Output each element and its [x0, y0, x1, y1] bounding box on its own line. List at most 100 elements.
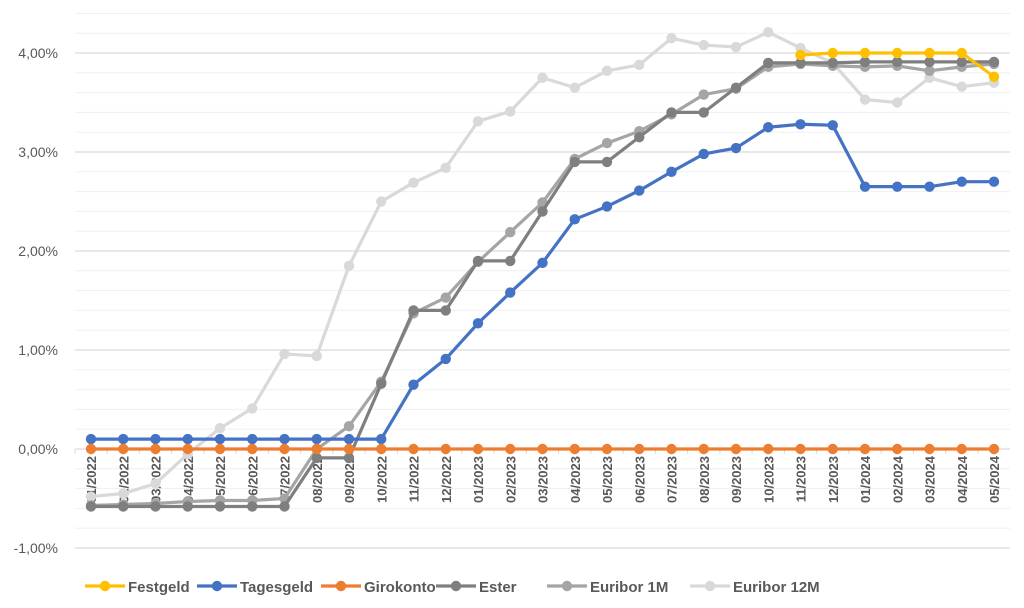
- girokonto-point: [763, 443, 774, 455]
- x-tick-label: 05/2024: [987, 455, 1002, 503]
- legend-item-girokonto: Girokonto: [321, 579, 436, 596]
- legend-swatch-marker: [335, 580, 347, 592]
- girokonto-point: [408, 443, 419, 455]
- y-tick-label: 0,00%: [18, 441, 58, 457]
- euribor-12m-point: [343, 260, 355, 272]
- festgeld-point: [988, 71, 1000, 82]
- legend-label: Ester: [479, 579, 517, 596]
- girokonto-point: [634, 443, 645, 455]
- series-ester: [85, 56, 1000, 512]
- euribor-1m-point: [924, 65, 935, 77]
- x-tick-label: 01/2023: [471, 456, 486, 503]
- ester-point: [924, 56, 935, 68]
- x-axis: 01/202202/202203/202204/202205/202206/20…: [74, 448, 1010, 503]
- x-tick-label: 02/2024: [890, 455, 905, 503]
- legend-swatch-marker: [211, 580, 223, 592]
- legend-label: Tagesgeld: [240, 579, 313, 596]
- tagesgeld-point: [537, 257, 548, 269]
- tagesgeld-point: [763, 122, 774, 133]
- series-tagesgeld: [85, 119, 1000, 445]
- euribor-12m-point: [376, 196, 387, 207]
- legend-swatch-marker: [99, 580, 111, 592]
- tagesgeld-point: [924, 181, 935, 192]
- festgeld-point: [892, 47, 903, 59]
- ester-point: [795, 57, 806, 69]
- ester-point: [311, 452, 322, 464]
- euribor-12m-point: [408, 177, 419, 188]
- ester-point: [343, 452, 355, 464]
- ester-point: [730, 82, 742, 93]
- euribor-12m-point: [666, 32, 677, 44]
- tagesgeld-point: [956, 176, 967, 187]
- tagesgeld-point: [247, 433, 258, 445]
- euribor-12m-point: [472, 116, 484, 127]
- tagesgeld-point: [698, 148, 709, 160]
- x-tick-label: 03/2023: [536, 456, 551, 503]
- euribor-12m-point: [601, 65, 613, 77]
- ester-point: [892, 56, 903, 68]
- girokonto-point: [569, 443, 580, 455]
- y-tick-label: 2,00%: [18, 243, 58, 259]
- legend-label: Euribor 1M: [590, 579, 668, 596]
- euribor-12m-point: [214, 423, 226, 434]
- ester-point: [859, 56, 871, 68]
- x-tick-label: 01/2024: [858, 455, 873, 503]
- girokonto-point: [537, 443, 548, 455]
- girokonto-point: [795, 443, 806, 455]
- tagesgeld-point: [376, 433, 387, 445]
- tagesgeld-point: [859, 181, 871, 192]
- girokonto-point: [924, 443, 935, 455]
- ester-point: [408, 305, 419, 316]
- x-tick-label: 11/2023: [794, 456, 809, 502]
- legend-label: Girokonto: [364, 579, 436, 596]
- euribor-12m-point: [279, 348, 290, 360]
- tagesgeld-point: [472, 318, 484, 329]
- y-axis: -1,00% 0,00% 1,00% 2,00% 3,00% 4,00%: [14, 45, 58, 556]
- euribor-12m-point: [730, 41, 742, 53]
- series-lines: [85, 27, 1000, 512]
- euribor-12m-point: [118, 488, 129, 499]
- ester-point: [247, 501, 258, 512]
- girokonto-point: [279, 443, 290, 455]
- x-tick-label: 05/2022: [213, 456, 228, 503]
- festgeld-point: [859, 47, 871, 59]
- ester-point: [214, 501, 226, 512]
- tagesgeld-point: [343, 433, 355, 445]
- euribor-1m-point: [343, 421, 355, 432]
- girokonto-point: [376, 443, 387, 455]
- tagesgeld-point: [827, 120, 838, 131]
- girokonto-point: [247, 443, 258, 455]
- euribor-12m-point: [698, 39, 709, 51]
- series-festgeld: [795, 47, 1000, 82]
- x-tick-label: 04/2024: [955, 455, 970, 503]
- x-tick-label: 09/2022: [342, 456, 357, 503]
- euribor-12m-point: [956, 81, 967, 92]
- tagesgeld-point: [892, 181, 903, 192]
- euribor-12m-point: [537, 72, 548, 83]
- girokonto-point: [666, 443, 677, 455]
- tagesgeld-point: [666, 166, 677, 177]
- x-tick-label: 05/2023: [600, 456, 615, 503]
- x-tick-label: 08/2022: [310, 456, 325, 503]
- ester-point: [988, 56, 1000, 68]
- tagesgeld-point: [440, 353, 451, 365]
- ester-point: [763, 57, 774, 69]
- tagesgeld-point: [311, 433, 322, 445]
- euribor-12m-point: [892, 97, 903, 108]
- girokonto-point: [698, 443, 709, 455]
- ester-point: [85, 501, 97, 512]
- y-tick-label: 4,00%: [18, 45, 58, 61]
- x-tick-label: 12/2023: [826, 456, 841, 503]
- legend-swatch-marker: [561, 580, 573, 592]
- x-tick-label: 02/2023: [503, 456, 518, 503]
- girokonto-point: [150, 443, 161, 455]
- ester-point: [505, 255, 516, 267]
- tagesgeld-point: [150, 433, 161, 445]
- y-tick-label: 1,00%: [18, 342, 58, 358]
- tagesgeld-point: [634, 185, 645, 196]
- euribor-12m-point: [85, 491, 97, 502]
- tagesgeld-point: [279, 433, 290, 445]
- x-tick-label: 10/2023: [761, 456, 776, 503]
- x-tick-label: 06/2023: [632, 456, 647, 503]
